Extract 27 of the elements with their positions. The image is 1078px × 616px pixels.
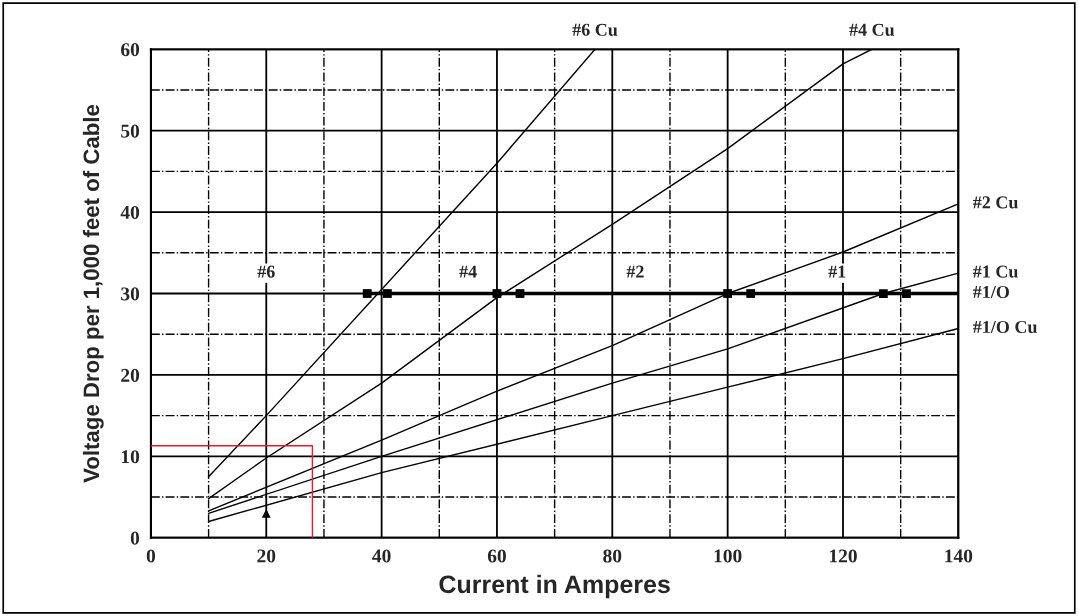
x-tick-label: 0 [146, 549, 156, 563]
series-label: #2 Cu [973, 196, 1018, 209]
y-tick-label: 0 [130, 531, 140, 545]
series-label: #1 Cu [973, 265, 1018, 278]
series-label: #1/O [973, 285, 1009, 299]
x-tick-label: 40 [372, 549, 391, 563]
x-tick-label: 80 [603, 549, 622, 563]
annotation: #4 [459, 265, 477, 278]
annotation: #2 [626, 265, 644, 278]
x-tick-label: 120 [829, 549, 857, 563]
annotation: #1 [828, 265, 846, 278]
series-label: #6 Cu [572, 23, 618, 36]
y-tick-label: 30 [121, 287, 140, 301]
y-tick-label: 60 [121, 43, 140, 57]
x-tick-label: 100 [714, 549, 742, 563]
x-tick-label: 60 [487, 549, 506, 563]
y-tick-label: 10 [121, 450, 140, 464]
x-axis-title: Current in Amperes [439, 574, 670, 599]
y-tick-label: 40 [120, 205, 140, 220]
y-tick-label: 20 [121, 368, 140, 382]
annotation: #6 [257, 265, 275, 278]
x-tick-label: 140 [945, 549, 973, 563]
y-axis-title: Voltage Drop per 1,000 feet of Cable [82, 104, 104, 483]
x-tick-label: 20 [257, 549, 276, 563]
series-label: #1/O Cu [973, 320, 1037, 334]
series-label: #4 Cu [849, 23, 895, 36]
y-tick-label: 50 [121, 124, 140, 138]
